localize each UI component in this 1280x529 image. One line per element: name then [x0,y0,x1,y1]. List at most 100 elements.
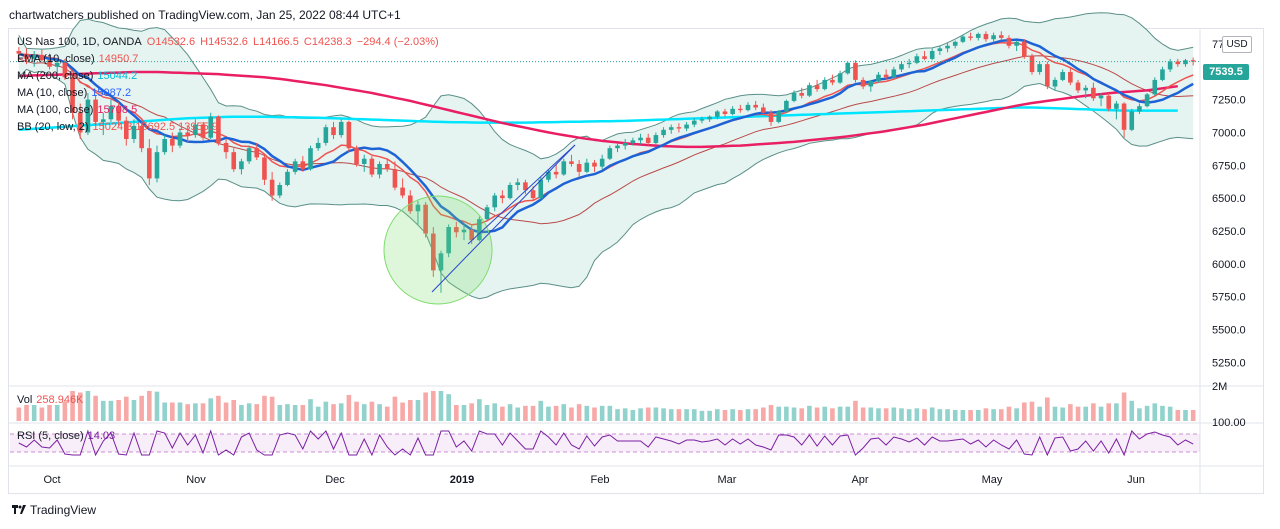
volume-bar [246,403,252,421]
candle-body [500,195,505,199]
volume-bar [492,403,498,421]
candle-body [461,229,467,233]
time-tick-label: May [982,474,1003,486]
price-tick-label: 6500.0 [1212,193,1246,205]
candle-body [123,120,129,140]
candle-body [553,171,559,175]
price-tick-label: 7000.0 [1212,127,1246,139]
currency-button[interactable]: USD [1222,36,1252,53]
candle-body [569,161,574,164]
candle-body [484,207,490,220]
legend-ma100[interactable]: MA (100, close) 15708.5 [17,104,137,116]
candle-body [39,54,45,61]
candle-body [277,184,283,196]
candle-body [937,48,943,52]
volume-bar [377,404,382,421]
legend-ma200[interactable]: MA (200, close) 15044.2 [17,70,137,82]
candle-body [170,139,175,146]
candle-body [638,137,643,141]
legend-bb[interactable]: BB (20, low, 2) 15024.3 15692.5 13955.9 [17,121,218,133]
tradingview-logo-icon [12,505,26,514]
candle-body [85,99,91,133]
candle-body [1144,94,1150,107]
volume-bar [162,402,167,421]
volume-bar [1152,403,1158,421]
volume-bar [216,395,221,421]
legend-ma200-value: 15044.2 [97,70,138,82]
candle-body [538,179,544,199]
rsi-line [18,429,1194,457]
legend-rsi[interactable]: RSI (5, close) 14.03 [17,430,115,442]
volume-bar [1167,406,1173,421]
volume-bar [1029,401,1035,421]
candle-body [868,81,874,87]
legend-ema10-label: EMA (10, close) [17,53,95,65]
candle-body [1129,111,1135,130]
volume-bar [768,405,774,421]
volume-bar [254,404,260,421]
volume-bar [745,409,751,421]
volume-bar [937,409,943,421]
candle-body [799,93,805,96]
candle-body [1068,72,1073,83]
candle-body [975,33,981,38]
volume-bar [346,395,352,421]
legend-ma200-label: MA (200, close) [17,70,94,82]
candle-body [1098,95,1104,99]
candle-body [269,179,275,196]
volume-bar [1121,392,1127,421]
volume-bar [730,409,735,421]
volume-bar [876,408,881,421]
candle-body [822,79,828,90]
volume-bar [369,401,375,421]
bollinger-band-fill [18,12,1194,299]
candle-body [730,108,735,115]
volume-bar [791,407,797,421]
candle-body [523,182,528,191]
volume-bar [24,405,29,421]
legend-ma10[interactable]: MA (10, close) 15087.2 [17,87,131,99]
volume-bar [1091,403,1096,421]
time-tick-label: Nov [186,474,206,486]
candle-body [469,229,474,241]
price-tick-label: 6750.0 [1212,160,1246,172]
ma10-line [18,38,1194,234]
trendline-upper [467,144,576,245]
volume-bar [100,400,106,421]
volume-bar [1052,406,1058,421]
candle-body [1060,72,1065,80]
candle-body [860,79,866,87]
candle-body [699,119,705,121]
candle-body [285,171,290,185]
candle-body [1022,41,1027,57]
volume-bar [607,405,613,421]
legend-volume-label: Vol [17,394,33,406]
volume-bar [553,405,559,421]
candle-body [776,111,781,122]
candle-body [384,163,390,170]
legend-ema10[interactable]: EMA (10, close) 14950.7 [17,53,138,65]
volume-bar [983,408,989,421]
volume-bar [530,405,536,421]
candle-body [338,121,344,136]
candle-body [745,104,751,111]
volume-bar [108,400,114,421]
volume-bar [177,402,183,421]
volume-bar [1068,404,1073,421]
candle-body [377,163,382,175]
last-price-badge: 7539.5 [1203,64,1249,80]
candle-body [438,253,444,271]
candle-body [876,74,881,82]
volume-bar [1075,406,1081,421]
volume-bar [454,405,459,421]
legend-volume[interactable]: Vol 258.946K [17,394,83,406]
candle-body [561,161,567,175]
volume-bar [761,407,766,421]
tradingview-footer[interactable]: TradingView [12,503,96,517]
volume-bar [899,408,904,421]
volume-bar [960,410,966,421]
volume-bar [446,394,451,421]
volume-bar [392,396,398,421]
volume-bar [968,410,973,421]
